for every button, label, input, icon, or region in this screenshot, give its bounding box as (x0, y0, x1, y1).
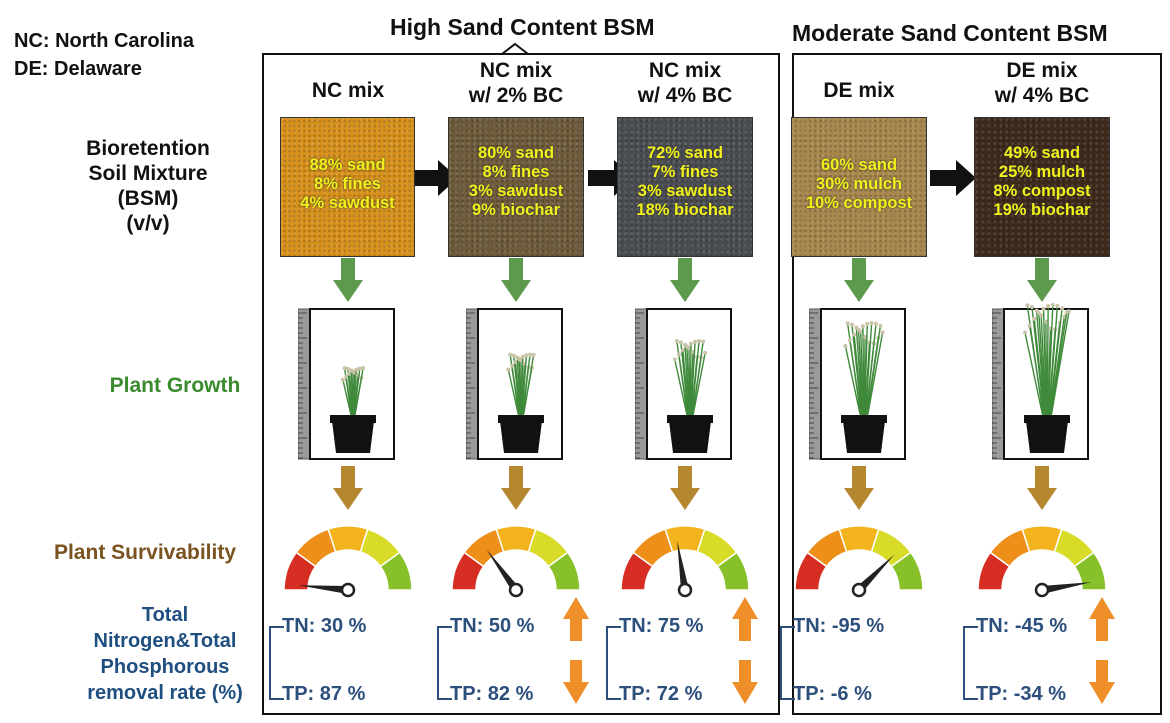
survivability-gauge (794, 525, 924, 598)
plant-growth-frame (809, 308, 906, 460)
plant-growth-frame (298, 308, 395, 460)
row-label-plant-growth: Plant Growth (109, 374, 241, 397)
tp-removal: TP: 72 % (619, 683, 703, 705)
green-down-arrow (1027, 258, 1057, 302)
high-sand-panel (262, 53, 780, 715)
mix-title: DE mix w/ 4% BC (994, 59, 1090, 107)
soil-sample: 80% sand 8% fines 3% sawdust 9% biochar (448, 117, 584, 257)
tn-up-arrow (563, 597, 589, 641)
tp-removal: TP: 82 % (450, 683, 534, 705)
tn-tp-bracket (963, 626, 978, 700)
tn-tp-bracket (269, 626, 284, 700)
moderate-sand-panel (792, 53, 1162, 715)
green-down-arrow (333, 258, 363, 302)
soil-composition: 80% sand 8% fines 3% sawdust 9% biochar (468, 144, 564, 219)
plant-grass (340, 366, 366, 416)
brown-down-arrow (670, 466, 700, 510)
soil-composition: 60% sand 30% mulch 10% compost (805, 156, 913, 212)
tn-tp-bracket (780, 626, 795, 700)
tp-removal: TP: -34 % (976, 683, 1067, 705)
tn-removal: TN: -95 % (793, 615, 885, 637)
row-label-removal-rate: Total Nitrogen&Total Phosphorous removal… (87, 604, 243, 704)
survivability-gauge (451, 525, 581, 598)
survivability-gauge (620, 525, 750, 598)
green-down-arrow (844, 258, 874, 302)
mix-title: NC mix w/ 2% BC (468, 59, 564, 107)
tn-removal: TN: -45 % (976, 615, 1068, 637)
brown-down-arrow (333, 466, 363, 510)
soil-composition: 49% sand 25% mulch 8% compost 19% biochar (993, 144, 1091, 219)
survivability-gauge (283, 525, 413, 598)
plant-grass (506, 352, 536, 416)
tp-down-arrow (563, 660, 589, 704)
soil-sample: 60% sand 30% mulch 10% compost (791, 117, 927, 257)
brown-down-arrow (844, 466, 874, 510)
plant-grass (672, 339, 708, 416)
tn-up-arrow (732, 597, 758, 641)
tp-removal: TP: 87 % (282, 683, 366, 705)
plant-grass (843, 321, 885, 416)
tp-removal: TP: -6 % (793, 683, 872, 705)
soil-sample: 88% sand 8% fines 4% sawdust (280, 117, 415, 257)
brown-down-arrow (501, 466, 531, 510)
tn-tp-bracket (606, 626, 621, 700)
mix-title: NC mix w/ 4% BC (637, 59, 733, 107)
soil-sample: 72% sand 7% fines 3% sawdust 18% biochar (617, 117, 753, 257)
soil-composition: 72% sand 7% fines 3% sawdust 18% biochar (636, 144, 734, 219)
survivability-gauge (977, 525, 1107, 598)
tp-down-arrow (1089, 660, 1115, 704)
tn-removal: TN: 50 % (450, 615, 535, 637)
tp-down-arrow (732, 660, 758, 704)
tn-removal: TN: 75 % (619, 615, 704, 637)
high-sand-bracket-notch (501, 42, 529, 55)
legend-de: DE: Delaware (14, 58, 142, 80)
plant-grass (1023, 303, 1071, 416)
mix-title: NC mix (311, 79, 385, 102)
green-down-arrow (501, 258, 531, 302)
plant-growth-frame (992, 303, 1089, 460)
tn-removal: TN: 30 % (282, 615, 367, 637)
mix-title: DE mix (823, 79, 895, 102)
row-label-bsm: Bioretention Soil Mixture (BSM) (v/v) (86, 137, 210, 235)
group-title-moderate-sand: Moderate Sand Content BSM (792, 20, 1108, 46)
plant-growth-frame (635, 308, 732, 460)
row-label-plant-survivability: Plant Survivability (53, 541, 237, 564)
plant-growth-frame (466, 308, 563, 460)
tn-up-arrow (1089, 597, 1115, 641)
soil-sample: 49% sand 25% mulch 8% compost 19% biochar (974, 117, 1110, 257)
legend-nc: NC: North Carolina (14, 30, 194, 52)
tn-tp-bracket (437, 626, 452, 700)
arrow-de-to-de4 (930, 160, 976, 196)
green-down-arrow (670, 258, 700, 302)
arrow-nc-to-nc2 (412, 160, 458, 196)
group-title-high-sand: High Sand Content BSM (390, 14, 655, 40)
soil-composition: 88% sand 8% fines 4% sawdust (300, 156, 395, 212)
brown-down-arrow (1027, 466, 1057, 510)
